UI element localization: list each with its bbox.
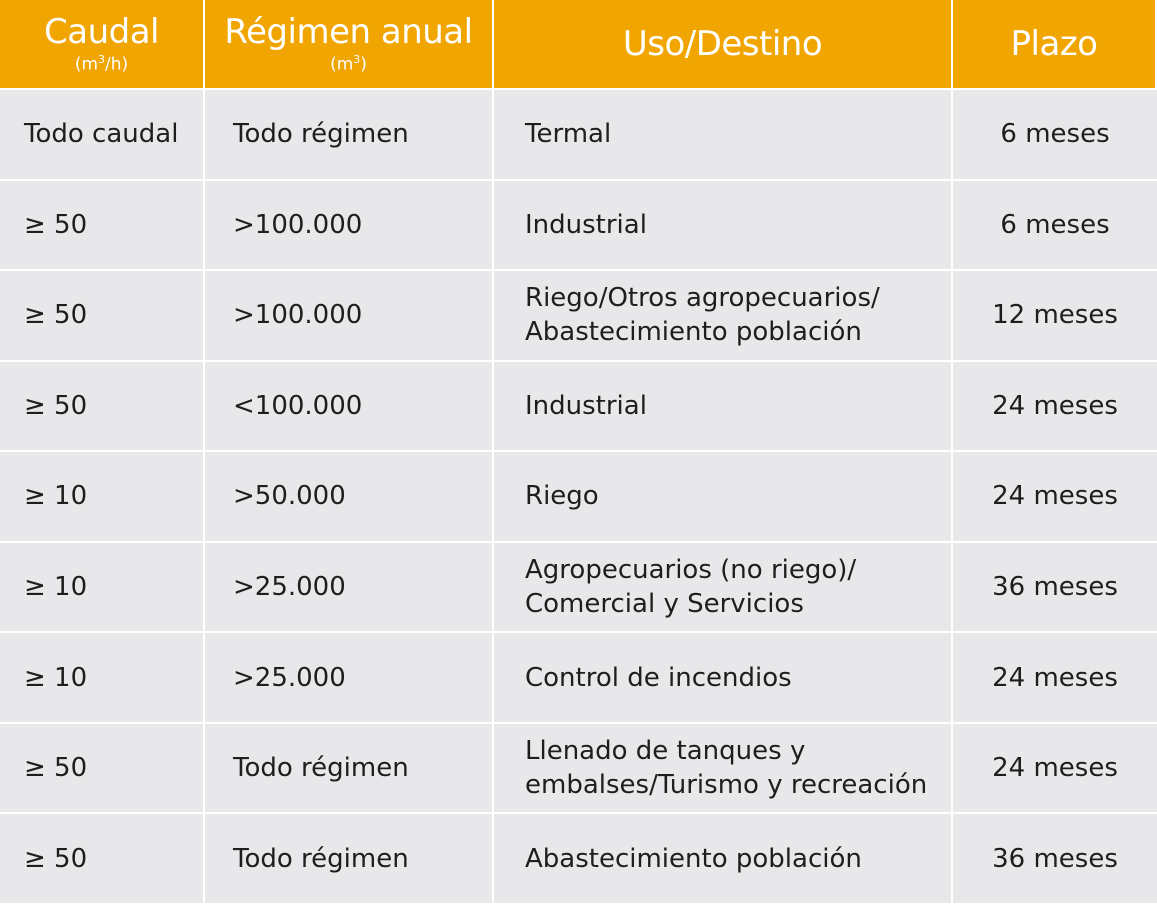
cell-regimen: Todo régimen [205,90,494,181]
cell-uso-line: Control de incendios [525,662,792,693]
cell-regimen: >50.000 [205,452,494,543]
cell-caudal: ≥ 50 [0,814,205,905]
unit-base: (m [74,54,99,75]
cell-regimen: >25.000 [205,542,494,634]
header-caudal-unit: (m3/h) [75,51,128,74]
cell-uso-lines: Industrial [525,389,647,423]
cell-uso-line: Industrial [525,209,647,240]
cell-plazo: 12 meses [953,271,1157,362]
cell-uso-line: Riego/Otros agropecuarios/ [525,283,880,314]
header-plazo-label: Plazo [1010,24,1098,64]
cell-uso-lines: Agropecuarios (no riego)/ Comercial y Ser… [525,553,856,621]
header-uso: Uso/Destino [494,0,953,90]
unit-end: /h) [105,54,129,75]
cell-uso-lines: Industrial [525,208,647,242]
cell-uso-lines: Llenado de tanques y embalses/Turismo y r… [525,734,927,802]
cell-uso: Llenado de tanques y embalses/Turismo y r… [494,723,953,815]
cell-uso-line: Abastecimiento población [525,843,862,874]
cell-uso-lines: Termal [525,117,611,151]
cell-uso-lines: Abastecimiento población [525,842,862,876]
cell-plazo: 6 meses [953,180,1157,272]
cell-plazo: 36 meses [953,814,1157,905]
cell-uso-lines: Control de incendios [525,661,792,695]
unit-sup: 3 [353,52,361,66]
header-caudal-label: Caudal [44,11,160,52]
unit-sup: 3 [98,52,106,66]
cell-regimen: >100.000 [205,271,494,362]
header-regimen-unit: (m3) [330,51,367,74]
cell-caudal: ≥ 10 [0,633,205,724]
cell-uso-line: Termal [525,119,612,150]
unit-base: (m [330,54,354,75]
unit-end: ) [360,54,367,75]
cell-regimen: >25.000 [205,633,494,724]
cell-uso-line: Abastecimiento población [525,317,862,348]
cell-plazo: 36 meses [953,542,1157,634]
cell-regimen: >100.000 [205,180,494,272]
header-plazo: Plazo [953,0,1157,90]
cell-uso-line: Llenado de tanques y [525,736,806,767]
cell-uso: Riego [494,452,953,543]
cell-uso-line: embalses/Turismo y recreación [525,770,928,801]
cell-caudal: Todo caudal [0,90,205,181]
header-regimen: Régimen anual (m3) [205,0,494,90]
cell-uso-line: Agropecuarios (no riego)/ [525,555,857,585]
header-regimen-label: Régimen anual [224,11,473,52]
header-uso-label: Uso/Destino [622,24,823,64]
cell-uso: Agropecuarios (no riego)/ Comercial y Ser… [494,542,953,634]
header-caudal: Caudal (m3/h) [0,0,205,90]
cell-caudal: ≥ 10 [0,542,205,634]
cell-regimen: Todo régimen [205,723,494,815]
cell-uso: Riego/Otros agropecuarios/Abastecimiento… [494,271,953,362]
cell-caudal: ≥ 10 [0,452,205,543]
cell-uso: Termal [494,90,953,181]
cell-caudal: ≥ 50 [0,723,205,815]
cell-plazo: 24 meses [953,452,1157,543]
cell-plazo: 24 meses [953,723,1157,815]
cell-uso: Industrial [494,361,953,453]
cell-uso-lines: Riego [525,479,599,513]
cell-uso: Control de incendios [494,633,953,724]
cell-caudal: ≥ 50 [0,361,205,453]
cell-uso: Abastecimiento población [494,814,953,905]
cell-regimen: Todo régimen [205,814,494,905]
cell-uso: Industrial [494,180,953,272]
cell-caudal: ≥ 50 [0,271,205,362]
cell-uso-lines: Riego/Otros agropecuarios/Abastecimiento… [525,281,880,349]
cell-plazo: 6 meses [953,90,1157,181]
cell-uso-line: Riego [525,481,599,512]
cell-caudal: ≥ 50 [0,180,205,272]
cell-uso-line: Comercial y Servicios [525,589,804,619]
cell-uso-line: Industrial [525,390,647,421]
cell-plazo: 24 meses [953,633,1157,724]
cell-regimen: <100.000 [205,361,494,453]
cell-plazo: 24 meses [953,361,1157,453]
